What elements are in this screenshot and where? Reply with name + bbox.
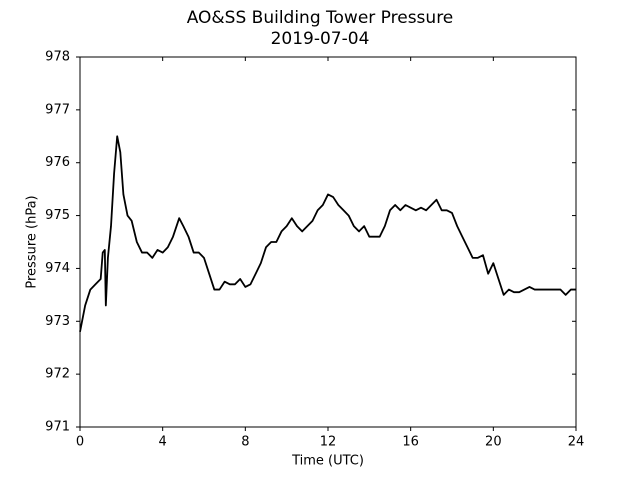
y-tick-label: 978 <box>45 50 70 65</box>
x-tick-label: 8 <box>241 435 249 450</box>
x-tick-label: 12 <box>320 435 337 450</box>
y-tick-label: 974 <box>45 261 70 276</box>
y-tick-label: 976 <box>45 155 70 170</box>
plot-frame <box>79 56 577 428</box>
y-axis-label: Pressure (hPa) <box>25 195 40 288</box>
x-tick-label: 0 <box>76 435 84 450</box>
chart-title: AO&SS Building Tower Pressure <box>187 8 454 28</box>
x-tick-label: 4 <box>159 435 167 450</box>
x-tick-label: 20 <box>485 435 502 450</box>
x-axis-label: Time (UTC) <box>291 454 364 469</box>
x-tick-label: 16 <box>402 435 419 450</box>
x-tick-label: 24 <box>568 435 585 450</box>
y-tick-label: 975 <box>45 208 70 223</box>
y-tick-label: 971 <box>45 420 70 435</box>
chart-subtitle: 2019-07-04 <box>271 29 370 49</box>
y-tick-label: 977 <box>45 102 70 117</box>
y-tick-label: 972 <box>45 367 70 382</box>
y-tick-label: 973 <box>45 314 70 329</box>
line-series <box>79 135 576 333</box>
